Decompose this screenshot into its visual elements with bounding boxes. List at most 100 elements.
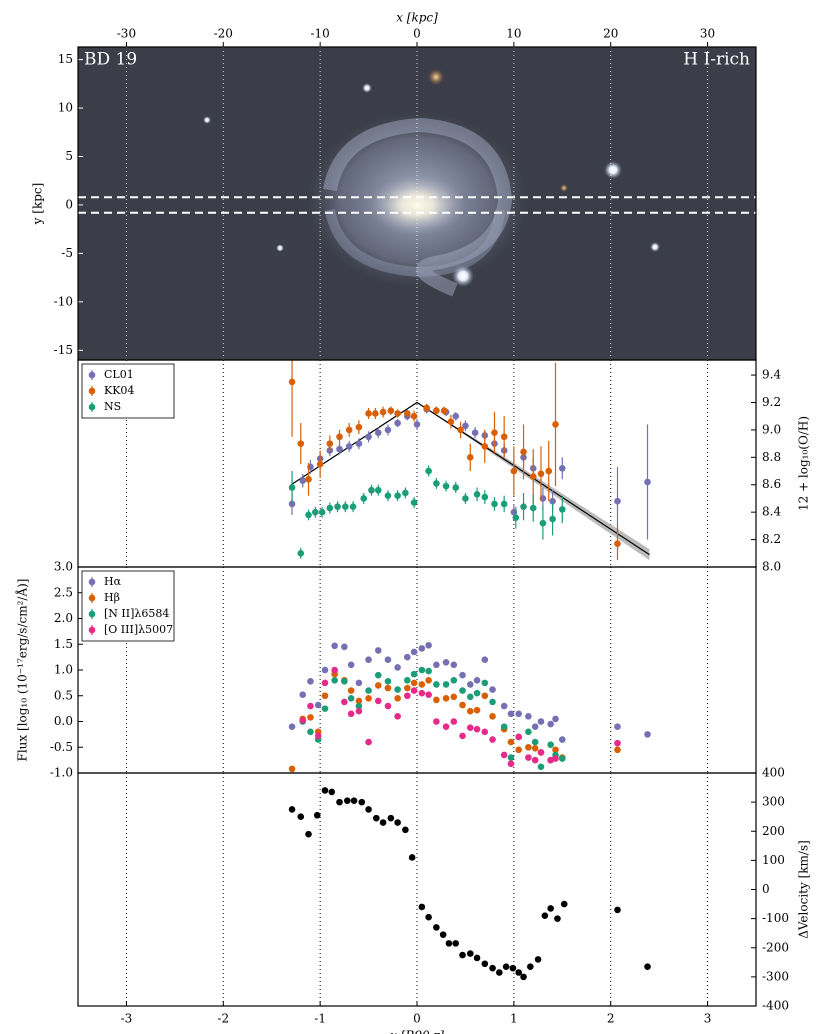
point (442, 482, 450, 490)
point (531, 738, 539, 746)
point (404, 677, 411, 684)
legend-box (81, 363, 175, 419)
point (433, 480, 440, 487)
point (541, 912, 549, 920)
point (307, 714, 314, 721)
point (614, 746, 621, 754)
point (481, 960, 489, 968)
point (466, 707, 474, 715)
spiral-arm (323, 117, 513, 297)
point (515, 710, 522, 718)
point (312, 508, 319, 516)
y-axis-label: y [kpc] (31, 183, 45, 226)
x-axis-label: x [R90,r] (390, 1029, 444, 1034)
point (297, 549, 305, 557)
plot-area (288, 360, 651, 561)
point (537, 470, 545, 478)
plot-area (288, 641, 651, 773)
point (384, 684, 392, 692)
point (433, 681, 440, 688)
x-tick-label: 0 (413, 27, 421, 41)
point (489, 686, 496, 693)
point (442, 695, 450, 702)
legend-label: KK04 (104, 384, 134, 397)
point (345, 443, 353, 450)
point (500, 723, 508, 730)
point (473, 689, 481, 697)
point (331, 642, 338, 650)
point (299, 477, 307, 484)
point (307, 728, 314, 736)
point (466, 693, 474, 701)
point (531, 723, 539, 730)
point (502, 963, 510, 970)
y-tick-label: 9.0 (762, 422, 781, 436)
star (276, 244, 284, 252)
point (558, 736, 566, 743)
point (410, 412, 418, 420)
y-tick-label: 15 (58, 52, 73, 66)
point (512, 514, 520, 521)
point (404, 684, 411, 692)
point (500, 751, 508, 759)
point (413, 421, 421, 428)
point (525, 754, 532, 761)
point (537, 763, 545, 771)
point (384, 678, 392, 685)
point (552, 421, 559, 428)
y-tick-label: -0.5 (50, 740, 73, 754)
y-tick-label: -15 (54, 343, 73, 357)
point (288, 765, 296, 773)
point (336, 445, 343, 453)
point (614, 906, 621, 914)
point (527, 963, 534, 970)
point (525, 743, 532, 751)
y-tick-label: 200 (762, 824, 785, 838)
point (450, 677, 458, 684)
x-tick-label: 3 (704, 1012, 712, 1026)
point (547, 741, 554, 748)
point (489, 698, 496, 706)
panel-frame (77, 359, 757, 568)
point (321, 666, 329, 674)
legend-label: CL01 (104, 368, 134, 381)
point (297, 440, 305, 447)
point (313, 811, 321, 819)
point (387, 814, 395, 822)
fit-line (290, 401, 650, 556)
point (347, 695, 355, 702)
point (365, 410, 372, 417)
point (410, 670, 418, 678)
point (466, 681, 474, 688)
point (442, 723, 450, 730)
legend-label: Hα (104, 575, 122, 588)
point (288, 723, 296, 730)
point (515, 733, 522, 741)
point (342, 503, 349, 510)
point (520, 503, 527, 510)
point (408, 854, 416, 861)
star (452, 265, 474, 287)
point (341, 698, 348, 706)
point (545, 467, 553, 475)
point (489, 964, 496, 972)
point (410, 499, 418, 506)
point (355, 679, 363, 687)
point (326, 440, 334, 447)
point (425, 467, 432, 475)
point (374, 647, 382, 654)
point (373, 814, 380, 822)
point (439, 931, 447, 938)
point (529, 473, 537, 480)
point (425, 677, 432, 684)
point (507, 760, 515, 768)
point (450, 693, 458, 701)
point (433, 718, 440, 725)
point (473, 491, 481, 498)
point (525, 713, 532, 720)
x-tick-label: 30 (700, 27, 715, 41)
point (341, 643, 348, 651)
point (299, 691, 307, 699)
point (355, 423, 363, 431)
